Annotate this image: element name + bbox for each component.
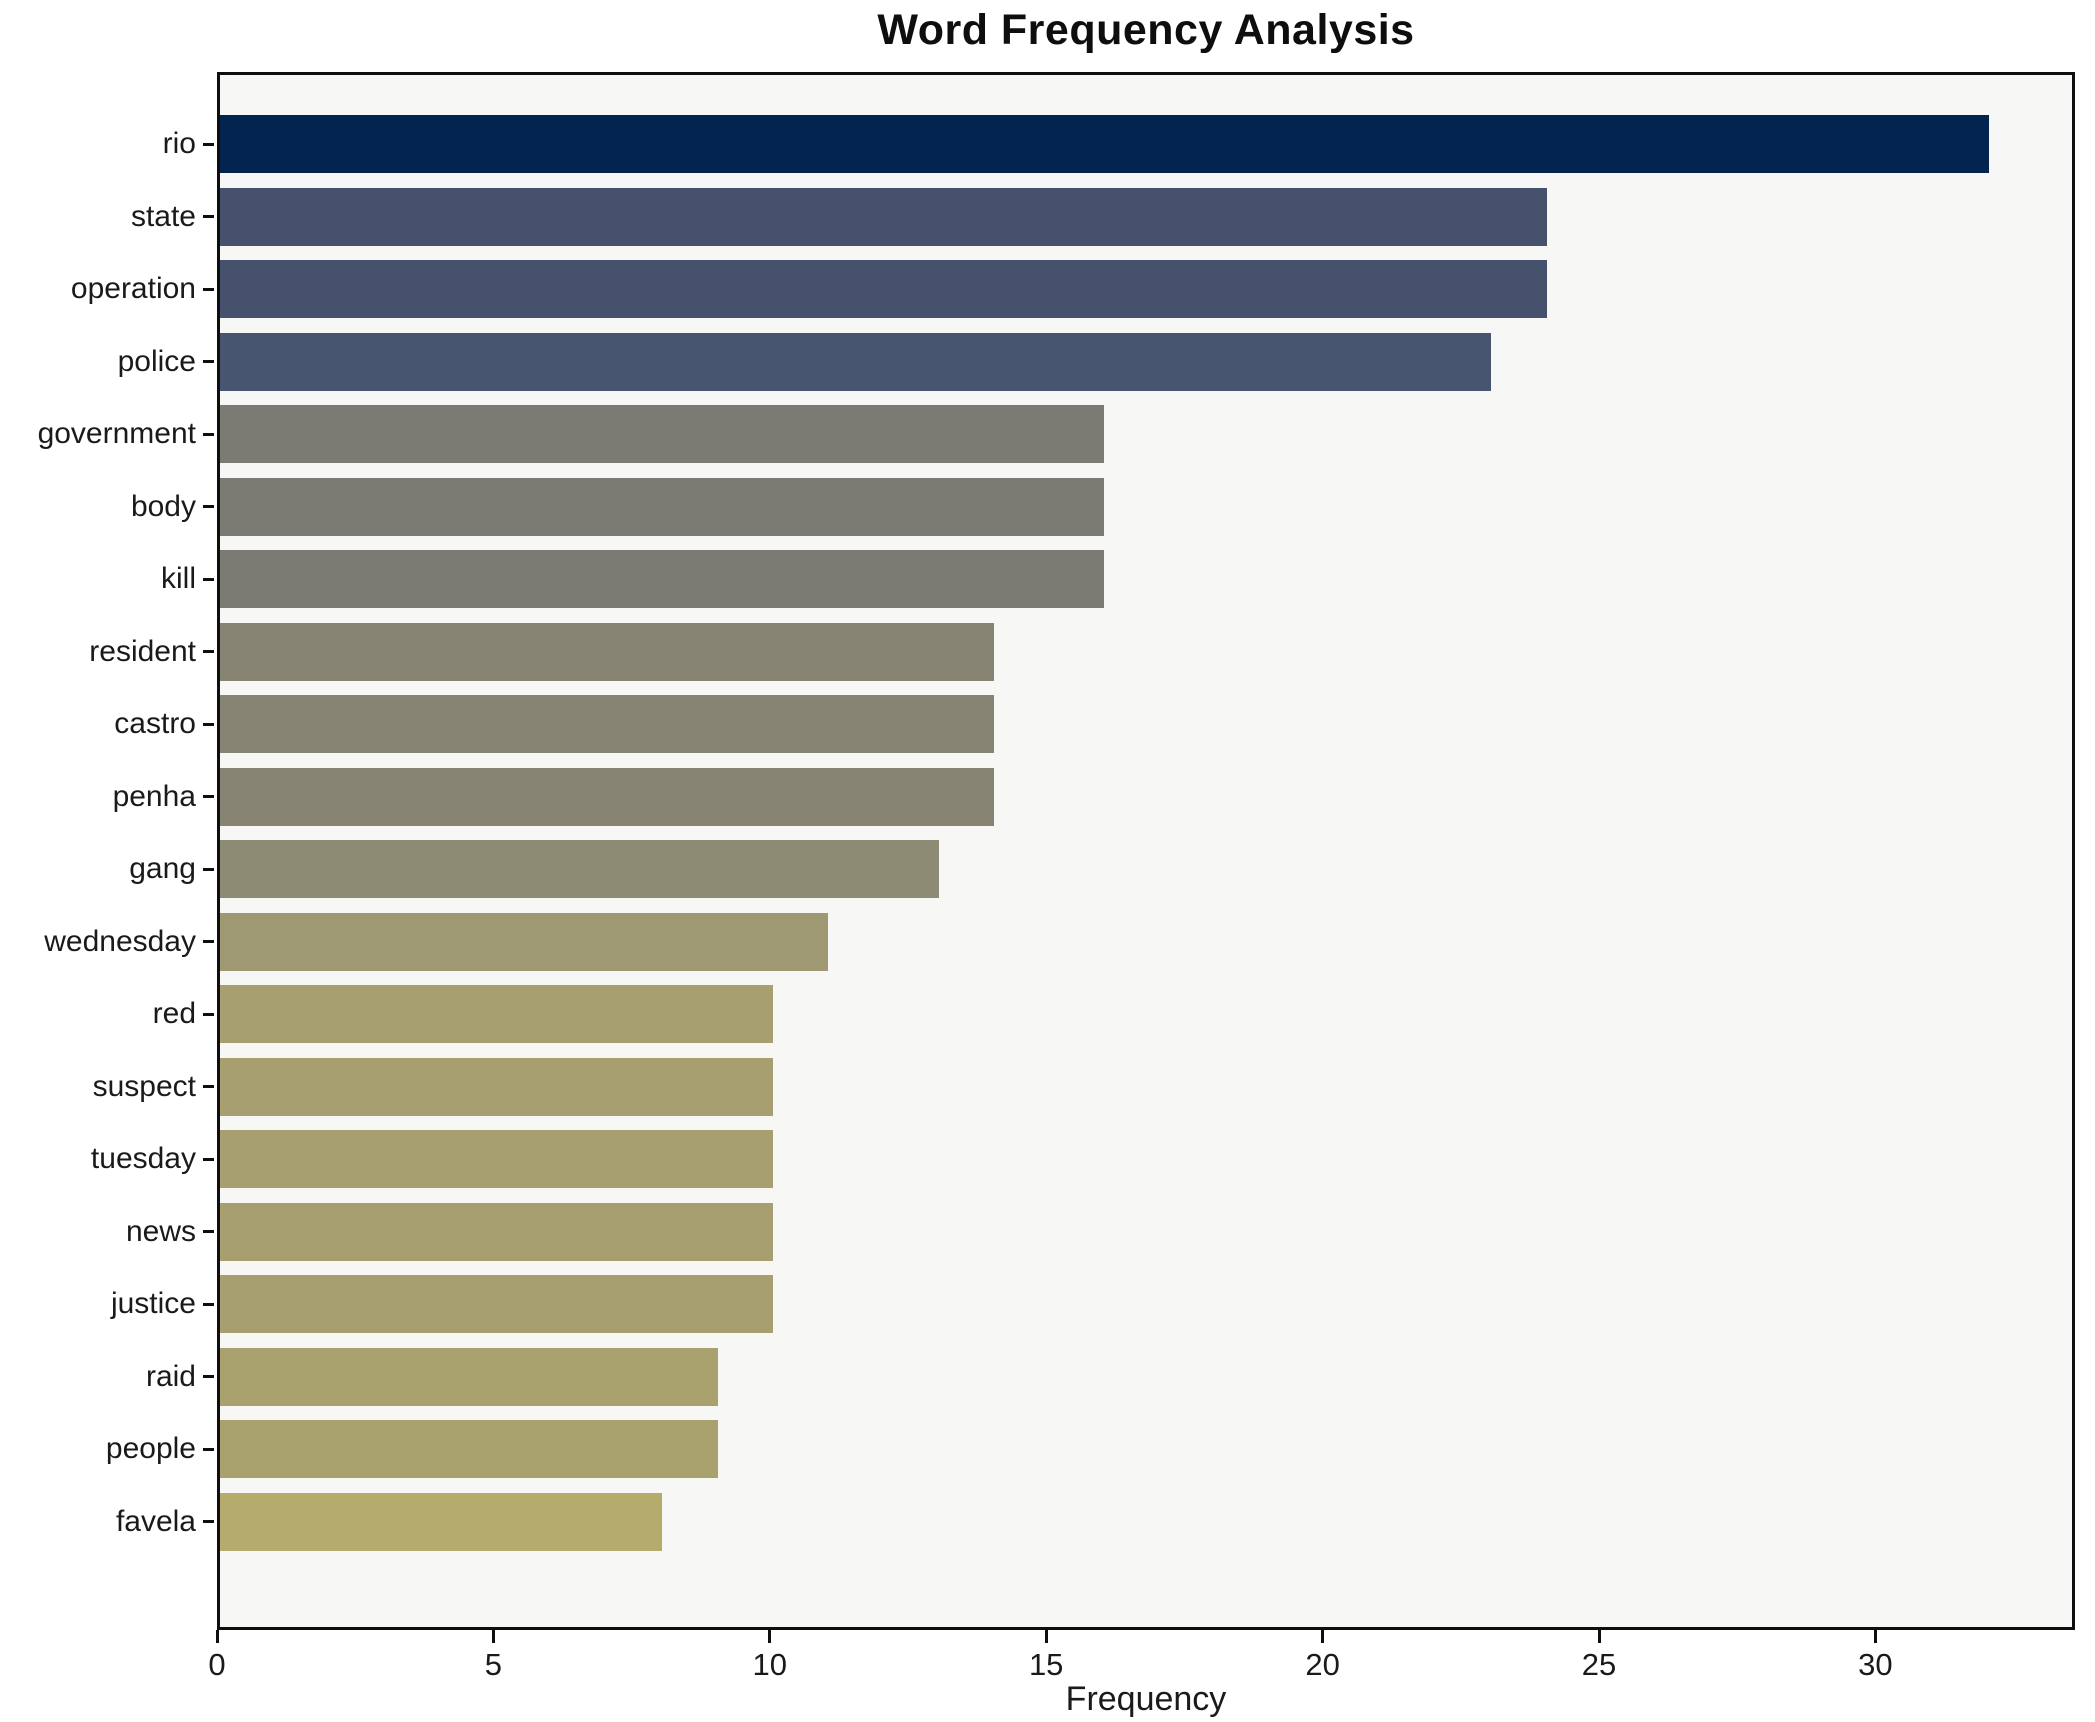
y-label-police: police [117,344,196,378]
y-label-suspect: suspect [92,1069,196,1103]
y-tick-castro [203,722,214,726]
y-label-operation: operation [70,272,196,305]
bar-penha [220,767,994,826]
y-label-news: news [125,1214,196,1248]
bar-wednesday [220,912,829,971]
y-label-kill: kill [161,562,196,595]
x-tick-5 [491,1630,495,1643]
bar-news [220,1202,773,1261]
y-tick-favela [203,1520,214,1523]
bar-body [220,477,1105,536]
bar-resident [220,622,994,681]
y-label-state: state [130,199,196,233]
y-label-justice: justice [110,1287,196,1320]
y-label-rio: rio [162,127,196,160]
x-tick-label-10: 10 [752,1647,788,1682]
y-tick-red [203,1012,214,1016]
bar-favela [220,1492,663,1551]
y-label-castro: castro [114,707,196,740]
bar-suspect [220,1057,773,1116]
plot-area [217,72,2075,1630]
y-tick-raid [203,1375,214,1378]
y-tick-suspect [203,1085,214,1088]
bar-castro [220,695,994,753]
bar-police [220,332,1492,391]
y-tick-police [203,360,214,363]
y-label-raid: raid [145,1359,196,1393]
y-tick-wednesday [203,940,214,943]
x-tick-label-5: 5 [484,1647,503,1682]
y-tick-government [203,432,214,436]
bar-people [220,1420,718,1478]
bar-tuesday [220,1130,773,1188]
x-tick-25 [1597,1630,1601,1643]
bar-rio [220,115,1989,173]
y-tick-news [203,1230,214,1233]
bar-raid [220,1347,718,1406]
x-tick-label-0: 0 [208,1647,226,1682]
y-label-favela: favela [115,1504,196,1538]
y-tick-resident [203,650,214,653]
y-tick-kill [203,577,214,581]
y-tick-gang [203,867,214,871]
y-label-gang: gang [129,852,196,885]
x-tick-0 [215,1630,219,1643]
y-tick-penha [203,795,214,798]
y-tick-people [203,1447,214,1451]
x-tick-label-30: 30 [1858,1647,1893,1682]
y-tick-body [203,505,214,508]
x-tick-label-25: 25 [1581,1647,1617,1682]
y-label-resident: resident [89,634,196,668]
x-tick-10 [768,1630,772,1643]
x-axis-title: Frequency [1065,1680,1227,1718]
x-tick-15 [1044,1630,1048,1643]
chart-title: Word Frequency Analysis [877,6,1415,54]
y-tick-operation [203,287,214,291]
bar-justice [220,1275,773,1333]
bar-state [220,187,1547,246]
y-label-government: government [37,417,196,450]
bar-operation [220,260,1547,318]
y-tick-justice [203,1302,214,1306]
y-label-body: body [130,489,196,523]
y-label-red: red [152,997,196,1030]
y-tick-state [203,215,214,218]
bar-kill [220,550,1105,608]
x-tick-label-15: 15 [1028,1647,1064,1682]
x-tick-label-20: 20 [1305,1647,1340,1682]
y-label-people: people [105,1432,196,1465]
y-tick-tuesday [203,1157,214,1161]
bar-government [220,405,1105,463]
y-tick-rio [203,142,214,146]
y-label-wednesday: wednesday [44,924,196,958]
x-tick-30 [1873,1630,1877,1643]
bar-red [220,985,773,1043]
y-label-penha: penha [112,779,196,813]
y-label-tuesday: tuesday [90,1142,196,1175]
x-tick-20 [1321,1630,1325,1643]
bar-gang [220,840,939,898]
